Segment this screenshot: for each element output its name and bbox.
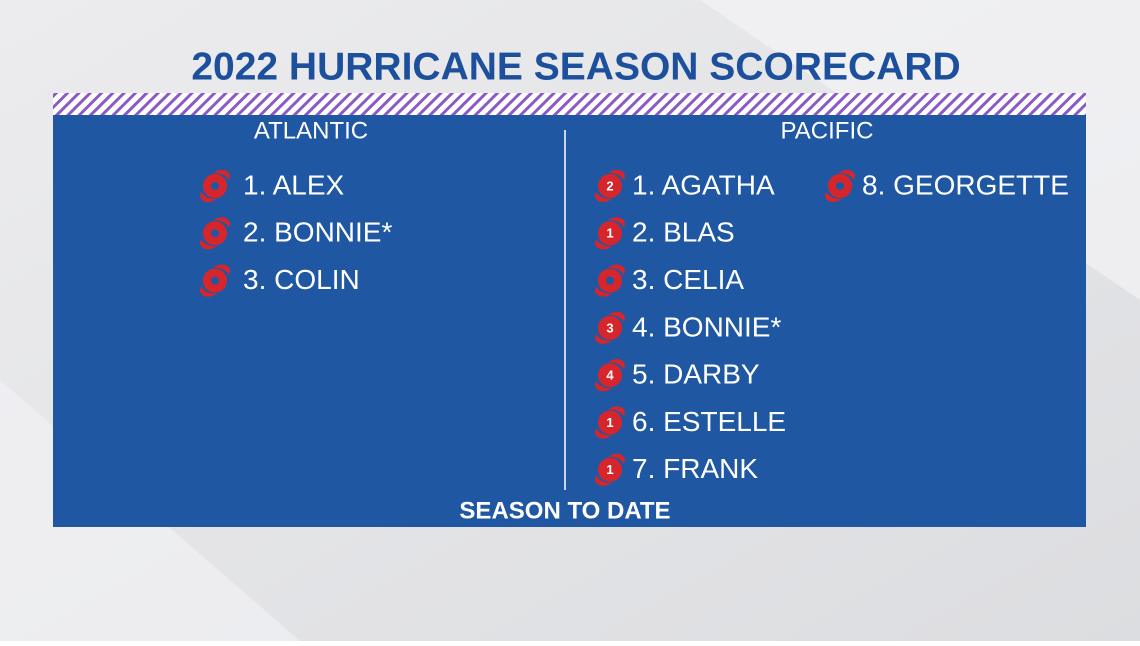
icon-arm [595,286,612,297]
icon-arm [213,264,230,275]
storm-lists: 1. ALEX 2. BONNIE* 3. COLIN 2 1. AGATHA 1 2. B… [200,169,1069,486]
hurricane-icon [200,264,230,297]
icon-arm [608,359,625,370]
icon-arm [595,428,612,439]
icon-arm [595,475,612,486]
section-heading: ATLANTIC [254,117,368,144]
category-number: 2 [606,178,613,193]
icon-arm [213,217,230,228]
hurricane-icon: 1 [595,406,625,439]
icon-eye [606,276,614,285]
storm-name: 4. BONNIE* [632,311,781,342]
hurricane-icon: 4 [595,359,625,392]
hurricane-icon: 3 [595,311,625,344]
icon-arm [608,169,625,180]
hurricane-icon: 1 [595,217,625,250]
title: 2022 HURRICANE SEASON SCORECARD [191,45,960,88]
icon-arm [200,192,217,203]
icon-arm [838,169,855,180]
storm-name: 3. COLIN [243,264,360,295]
section-heading: PACIFIC [781,117,874,144]
icon-body [598,174,622,198]
icon-arm [595,239,612,250]
hurricane-icon: 2 [595,169,625,203]
hurricane-icon [200,217,230,250]
hurricane-icon [825,169,855,203]
icon-arm [608,453,625,464]
icon-arm [608,264,625,275]
icon-arm [608,311,625,322]
hurricane-icon [200,169,230,203]
icon-eye [211,182,219,190]
icon-arm [213,169,230,180]
storm-name: 2. BONNIE* [243,217,392,248]
icon-body [598,457,622,482]
category-number: 1 [606,462,613,477]
icon-body [598,410,622,435]
icon-arm [608,406,625,417]
icon-arm [608,217,625,228]
icon-arm [595,381,612,392]
storm-name: 6. ESTELLE [632,406,786,437]
storm-name: 1. ALEX [243,169,345,200]
category-number: 4 [606,368,614,383]
footer: SEASON TO DATE [459,497,670,524]
icon-body [598,363,622,388]
icon-body [598,221,622,246]
category-number: 3 [606,320,613,335]
icon-eye [836,182,844,190]
hurricane-icon [595,264,625,297]
storm-name: 8. GEORGETTE [862,169,1069,200]
storm-name: 3. CELIA [632,264,744,295]
icon-eye [211,229,219,238]
hatch-strip [53,93,1086,115]
icon-eye [211,276,219,285]
category-number: 1 [606,415,613,430]
storm-name: 5. DARBY [632,359,760,390]
storm-name: 7. FRANK [632,453,758,484]
icon-arm [595,333,612,344]
icon-arm [825,192,842,203]
storm-name: 1. AGATHA [632,169,775,200]
category-number: 1 [606,226,613,241]
icon-arm [595,192,612,203]
hurricane-icon: 1 [595,453,625,486]
icon-arm [200,286,217,297]
icon-arm [200,239,217,250]
icon-body [598,315,622,340]
storm-name: 2. BLAS [632,217,735,248]
